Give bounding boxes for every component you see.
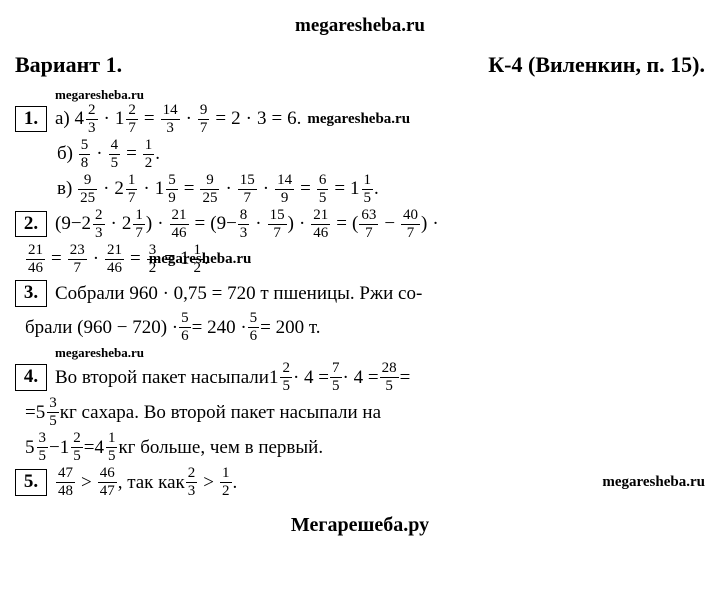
watermark-top: megaresheba.ru bbox=[15, 10, 705, 41]
watermark-small-2: megaresheba.ru bbox=[55, 346, 705, 359]
p3-text-2a: брали (960 − 720) · bbox=[25, 312, 178, 343]
box-1: 1. bbox=[15, 106, 47, 133]
label-b: б) bbox=[57, 138, 73, 169]
p4-line-2: = 535 кг сахара. Во второй пакет насыпал… bbox=[25, 396, 705, 429]
label-c: в) bbox=[57, 173, 72, 204]
p3-text-2c: = 200 т. bbox=[260, 312, 320, 343]
watermark-small-1: megaresheba.ru bbox=[55, 88, 705, 101]
box-4: 4. bbox=[15, 364, 47, 391]
watermark-inline-1: megaresheba.ru bbox=[307, 107, 410, 132]
header-left: Вариант 1. bbox=[15, 47, 122, 83]
p3-text-2b: = 240 · bbox=[192, 312, 247, 343]
p2-line-2: 2146 = 237 · 2146 = 32 = 112. megaresheb… bbox=[25, 243, 705, 276]
p4-line-3: 535 − 125 = 415 кг больше, чем в первый. bbox=[25, 431, 705, 464]
p5-line: 5. 4748 > 4647 , так как 23 > 12. megare… bbox=[15, 466, 705, 499]
p1-line-b: б) 58 · 45 = 12. bbox=[57, 138, 705, 171]
header: Вариант 1. К-4 (Виленкин, п. 15). bbox=[15, 47, 705, 83]
p3-line-1: 3. Собрали 960 · 0,75 = 720 т пшеницы. Р… bbox=[15, 278, 705, 309]
box-2: 2. bbox=[15, 211, 47, 238]
footer: Мегарешеба.ру bbox=[15, 509, 705, 542]
label-a: а) bbox=[55, 103, 70, 134]
p3-line-2: брали (960 − 720) · 56 = 240 · 56 = 200 … bbox=[25, 311, 705, 344]
watermark-inline-3: megaresheba.ru bbox=[602, 470, 705, 495]
p1-line-c: в) 925 · 217 · 159 = 925 · 157 · 149 = 6… bbox=[57, 173, 705, 206]
box-3: 3. bbox=[15, 280, 47, 307]
p4-line-1: 4. Во второй пакет насыпали 125 · 4 = 75… bbox=[15, 361, 705, 394]
p1-line-a: 1. а) 423 · 127 = 143 · 97 = 2·3 = 6. me… bbox=[15, 103, 705, 136]
watermark-inline-2: megaresheba.ru bbox=[149, 247, 252, 272]
box-5: 5. bbox=[15, 469, 47, 496]
p2-line-1: 2. (9 − 223 · 217) · 2146 = (9 − 83 · 15… bbox=[15, 208, 705, 241]
p3-text-1: Собрали 960 · 0,75 = 720 т пшеницы. Ржи … bbox=[55, 278, 422, 309]
header-right: К-4 (Виленкин, п. 15). bbox=[488, 47, 705, 83]
